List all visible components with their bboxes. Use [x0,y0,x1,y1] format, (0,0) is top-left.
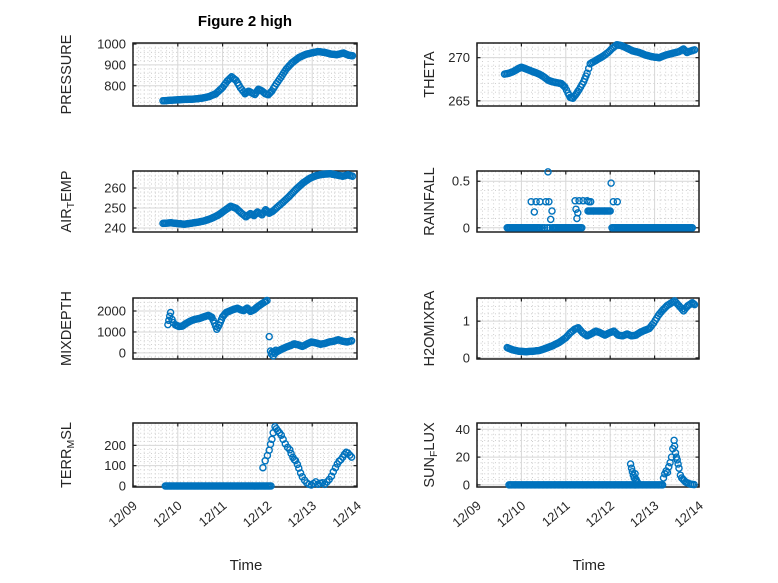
y-tick-label: 265 [448,93,470,108]
axes-box [132,170,358,233]
y-tick-label: 1000 [97,324,126,339]
tick-marks [476,43,700,106]
axes-box [132,297,358,360]
series-markers [164,296,356,360]
y-tick-label: 1 [463,314,470,329]
x-tick-label: 12/11 [196,498,230,530]
series-markers [503,297,699,356]
x-tick-label: 12/10 [494,498,529,530]
y-tick-label: 0.5 [452,174,470,189]
x-tick-label: 12/12 [240,498,275,530]
axes-box [476,170,700,233]
y-tick-label: 20 [456,450,470,465]
y-tick-label: 240 [104,221,126,236]
y-axis-label-h2omixra: H2OMIXRA [422,290,438,366]
series-markers [505,436,698,489]
y-tick-label: 270 [448,50,470,65]
y-tick-label: 0 [463,220,470,235]
series-markers [159,170,357,228]
y-tick-label: 200 [104,438,126,453]
y-tick-label: 2000 [97,303,126,318]
y-tick-label: 250 [104,201,126,216]
y-axis-label-terr_msl: TERRMSL [59,422,77,488]
y-tick-label: 40 [456,422,470,437]
axes-box [476,42,700,107]
x-tick-label: 12/11 [539,498,573,530]
tick-marks [476,298,700,359]
y-axis-label-air_temp: AIRTEMP [59,170,77,232]
y-tick-label: 0 [119,478,126,493]
y-tick-label: 900 [104,57,126,72]
x-tick-label: 12/12 [583,498,618,530]
series-markers [161,422,356,490]
subplot-sun_flux: 0 20 40 SUNFLUX 12/09 12/10 12/11 12/12 12/13 12/… [422,422,706,530]
x-tick-label: 12/13 [285,498,320,530]
subplot-theta: 265 270 THETA [422,40,700,108]
x-tick-label: 12/14 [671,498,706,530]
axes-box [476,297,700,360]
y-tick-label: 1000 [97,37,126,52]
y-tick-label: 0 [463,350,470,365]
x-tick-label: 12/13 [627,498,662,530]
x-axis-label-right: Time [572,557,606,574]
x-tick-label: 12/10 [150,498,185,530]
x-tick-label: 12/09 [449,498,484,530]
y-tick-label: 800 [104,78,126,93]
x-axis-label-left: Time [229,557,263,574]
subplot-air_temp: 240 250 260 AIRTEMP [59,170,358,236]
y-axis-label-theta: THETA [422,51,438,98]
x-tick-label: 12/09 [105,498,140,530]
tick-marks [132,298,358,359]
axes-box [132,42,358,107]
subplot-rainfall: 0 0.5 RAINFALL [422,167,700,236]
y-axis-label-mixdepth: MIXDEPTH [59,291,75,366]
y-tick-label: 260 [104,181,126,196]
figure-title: Figure 2 high [197,13,293,30]
series-markers [500,40,699,102]
subplot-terr_msl: 0 100 200 TERRMSL 12/09 12/10 12/11 12/12 12/13 1… [59,422,364,530]
y-axis-label-pressure: PRESSURE [59,34,75,114]
minor-grid [133,423,357,487]
tick-marks [132,43,358,106]
series-markers [159,47,357,105]
series-markers [503,168,697,232]
x-tick-label: 12/14 [329,498,364,530]
y-axis-label-sun_flux: SUNFLUX [422,422,440,488]
y-tick-label: 0 [463,477,470,492]
y-tick-label: 100 [104,458,126,473]
y-tick-label: 0 [119,345,126,360]
subplot-mixdepth: 0 1000 2000 MIXDEPTH [59,291,358,366]
y-axis-label-rainfall: RAINFALL [422,167,438,236]
subplot-pressure: 800 900 1000 PRESSURE [59,34,358,114]
subplot-h2omixra: 0 1 H2OMIXRA [422,290,700,366]
major-grid [132,298,358,359]
